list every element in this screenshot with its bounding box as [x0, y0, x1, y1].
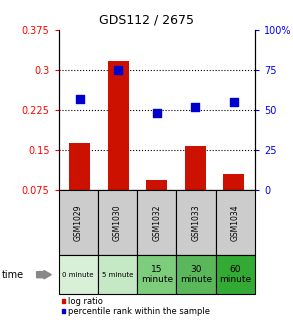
Bar [108, 61, 129, 190]
Text: time: time [1, 270, 24, 280]
Text: 5 minute: 5 minute [102, 272, 133, 278]
Point [154, 111, 159, 116]
Text: GDS112 / 2675: GDS112 / 2675 [99, 13, 194, 27]
Text: GSM1034: GSM1034 [231, 204, 240, 241]
Point [231, 99, 236, 105]
Point [193, 104, 197, 110]
Text: log ratio: log ratio [68, 297, 103, 306]
Text: GSM1033: GSM1033 [192, 204, 200, 241]
Text: 0 minute: 0 minute [62, 272, 94, 278]
Bar [223, 174, 244, 190]
Bar [185, 146, 206, 190]
Point [77, 96, 82, 101]
Bar [146, 180, 167, 190]
Bar [69, 143, 90, 190]
Text: GSM1029: GSM1029 [74, 204, 83, 241]
Text: 60
minute: 60 minute [219, 265, 251, 284]
Text: GSM1030: GSM1030 [113, 204, 122, 241]
Text: 15
minute: 15 minute [141, 265, 173, 284]
Text: 30
minute: 30 minute [180, 265, 212, 284]
Point [116, 68, 121, 73]
Text: percentile rank within the sample: percentile rank within the sample [68, 307, 210, 316]
Text: GSM1032: GSM1032 [152, 204, 161, 241]
